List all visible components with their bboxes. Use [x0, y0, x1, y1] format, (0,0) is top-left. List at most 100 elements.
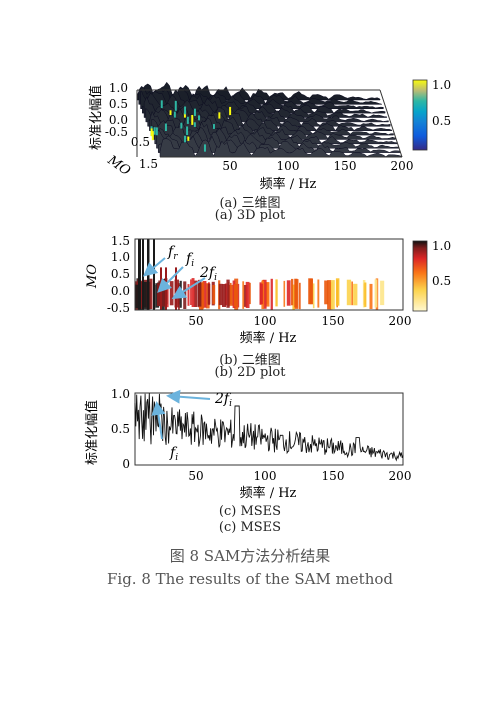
heatmap-cell — [346, 279, 352, 306]
surface-highlight — [193, 122, 196, 127]
surface-highlight — [153, 127, 156, 135]
colorbar-tick-label: 0.5 — [432, 274, 451, 288]
surface-highlight — [186, 116, 189, 124]
x-tick-label: 50 — [188, 314, 203, 328]
surface-highlight — [193, 108, 196, 116]
caption-a-cn: (a) 三维图 — [219, 196, 281, 211]
heatmap-cell — [135, 284, 139, 309]
heatmap-cell — [324, 280, 329, 305]
surface-highlight — [160, 100, 163, 109]
heatmap-cell — [193, 280, 198, 307]
heatmap-cell — [178, 285, 180, 310]
heatmap-cell — [275, 279, 278, 307]
x-tick-label: 150 — [322, 469, 345, 483]
surface-highlight — [183, 112, 186, 118]
heatmap-cell — [369, 283, 373, 309]
surface-highlight — [184, 106, 187, 115]
heatmap-cell — [226, 279, 230, 308]
x-tick-label: 150 — [322, 314, 345, 328]
y-axis-label: MO — [85, 264, 100, 289]
surface-highlight — [198, 115, 201, 121]
heatmap-cell — [143, 281, 148, 310]
heatmap-cell — [374, 279, 378, 308]
arrow-fi — [151, 401, 166, 440]
x-tick-label: 200 — [389, 314, 412, 328]
panel-a-3d-plot: 1.0 0.5 0.0 -0.5 0.5 1.5 MO 50 100 150 2… — [88, 78, 451, 192]
surface-ridge — [156, 129, 399, 149]
heatmap-cell — [351, 281, 353, 306]
x-tick-label: 100 — [277, 159, 300, 173]
heatmap-column — [165, 267, 167, 310]
annotation-2fi: 2fi — [199, 265, 217, 283]
heatmap-cell — [259, 283, 263, 305]
arrow-fi — [157, 266, 184, 293]
heatmap-cell — [230, 282, 232, 304]
annotation-2fi: 2fi — [214, 391, 232, 409]
mses-line — [134, 393, 404, 462]
annotation-fi: fi — [169, 445, 178, 463]
heatmap-column — [138, 239, 141, 310]
heatmap-cell — [294, 278, 298, 308]
y-tick-label: 1.5 — [111, 234, 130, 248]
heatmap-cell — [317, 279, 320, 308]
heatmap-cell — [299, 282, 301, 310]
heatmap-cell — [283, 280, 286, 307]
heatmap-cell — [353, 283, 358, 306]
arrow-2fi — [166, 389, 211, 404]
colorbar-a — [412, 79, 428, 151]
heatmap-cell — [202, 281, 207, 308]
heatmap-cell — [265, 282, 269, 305]
z-tick-label: 0.5 — [109, 97, 128, 111]
annotation-fr: fr — [167, 244, 178, 262]
z-tick-label: 1.0 — [109, 81, 128, 95]
colorbar-tick-label: 1.0 — [432, 239, 451, 253]
y-axis-label: 标准化幅值 — [84, 400, 100, 465]
surface-highlight — [150, 128, 153, 137]
heatmap-cell — [202, 281, 205, 309]
x-axis-label: 频率 / Hz — [260, 176, 317, 192]
heatmap-cell — [158, 283, 161, 306]
surface-highlight — [184, 135, 187, 143]
annotation-fi: fi — [185, 251, 194, 269]
heatmap-cell — [222, 284, 226, 307]
surface-highlight — [187, 136, 190, 141]
heatmap-cell — [308, 278, 313, 305]
arrow-2fi — [171, 277, 206, 300]
x-tick-label: 50 — [188, 469, 203, 483]
heatmap-cell — [212, 285, 216, 305]
plot-frame — [134, 392, 404, 466]
y-tick-label: 0 — [122, 457, 130, 471]
y-tick-label: -0.5 — [107, 301, 130, 315]
caption-b-cn: (b) 二维图 — [219, 353, 281, 368]
z-axis-label: 标准化幅值 — [88, 85, 104, 150]
heatmap-cell — [149, 278, 153, 309]
heatmap-cell — [197, 280, 202, 307]
heatmap-cell — [234, 278, 239, 310]
z-tick-label: -0.5 — [105, 125, 128, 139]
figure-caption-cn: 图 8 SAM方法分析结果 — [169, 547, 331, 565]
surface-highlight — [229, 106, 232, 116]
x-axis-label: 频率 / Hz — [240, 485, 297, 501]
surface-highlight — [169, 110, 172, 116]
heatmap-cell — [187, 284, 190, 306]
heatmap-column — [147, 239, 150, 310]
surface-highlight — [186, 126, 189, 136]
heatmap-cell — [362, 280, 366, 308]
heatmap-cell — [233, 284, 237, 307]
mses-series-line — [134, 393, 404, 462]
surface-highlight — [212, 124, 215, 129]
mo-axis-label: MO — [104, 152, 133, 179]
mo-tick-label: 0.5 — [131, 135, 150, 149]
heatmap-cell — [243, 285, 248, 307]
x-axis-label: 频率 / Hz — [240, 330, 297, 346]
z-tick-label: 0.0 — [109, 113, 128, 127]
heatmap-cell — [191, 278, 195, 307]
heatmap-cell — [335, 278, 340, 306]
heatmap-cell — [242, 281, 245, 309]
colorbar-tick-label: 1.0 — [432, 78, 451, 92]
heatmap-cell — [364, 282, 367, 307]
x-tick-label: 50 — [222, 159, 237, 173]
colorbar-b — [412, 240, 428, 312]
surface-highlight — [164, 123, 167, 132]
caption-c-2: (c) MSES — [218, 520, 282, 535]
